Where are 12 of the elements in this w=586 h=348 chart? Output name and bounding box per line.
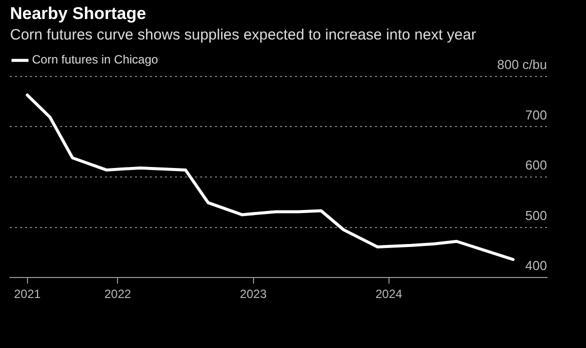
y-tick-label: 500: [525, 208, 547, 223]
legend-label: Corn futures in Chicago: [32, 52, 158, 67]
y-tick-label: 400: [525, 258, 547, 274]
y-tick-label: 800 c/bu: [497, 56, 547, 72]
chart-subtitle: Corn futures curve shows supplies expected to increase into next year: [10, 26, 476, 44]
y-tick-label: 700: [525, 107, 547, 122]
chart-title: Nearby Shortage: [10, 4, 146, 23]
x-tick-label: 2023: [240, 287, 267, 302]
x-tick-label: 2021: [14, 287, 41, 302]
x-tick-label: 2022: [104, 287, 132, 302]
y-tick-label: 600: [525, 158, 547, 173]
x-tick-label: 2024: [375, 287, 403, 302]
